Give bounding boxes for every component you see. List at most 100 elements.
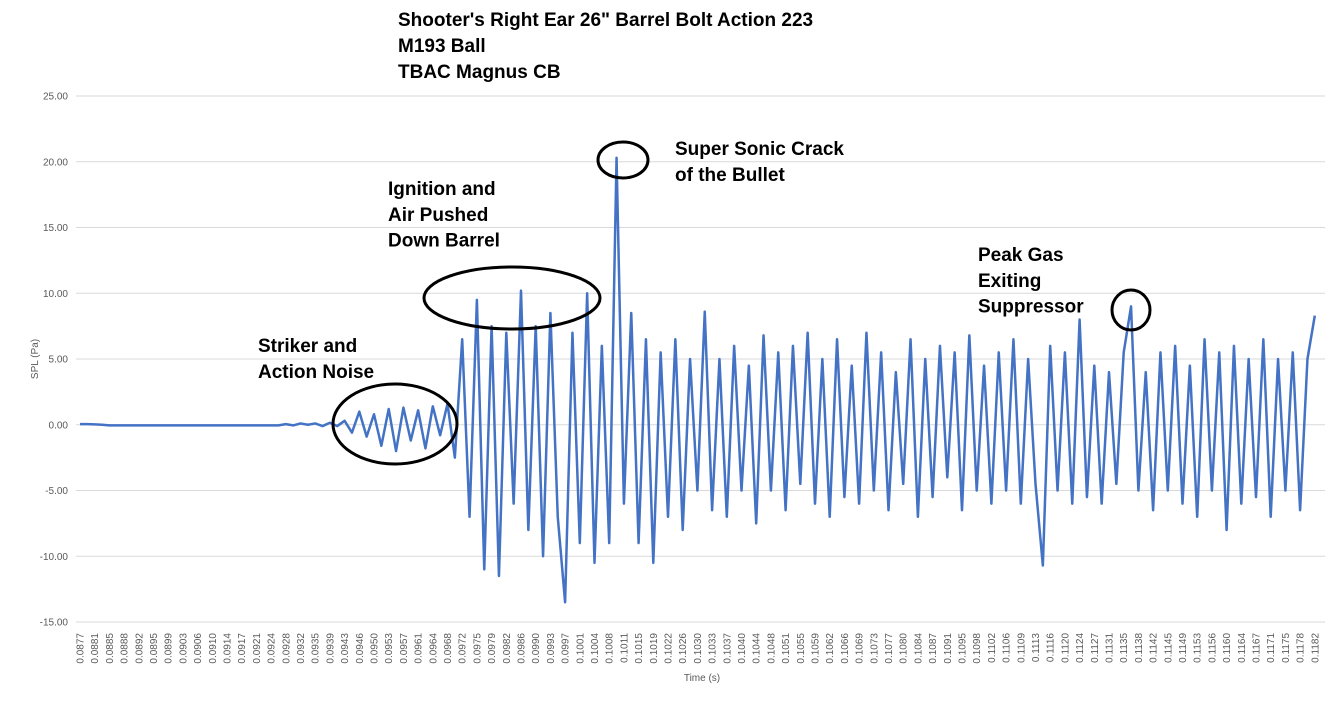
x-tick-label: 0.1030 [693,633,704,664]
x-tick-label: 0.1142 [1149,633,1160,663]
x-tick-label: 0.1019 [649,633,660,664]
annotation: Striker and [258,336,357,357]
x-tick-label: 0.1022 [664,633,675,664]
x-tick-label: 0.1106 [1002,633,1013,663]
x-tick-label: 0.0986 [517,633,528,664]
x-tick-label: 0.1167 [1252,633,1263,663]
x-tick-label: 0.0943 [340,633,351,664]
highlight-circles [331,140,1152,466]
x-tick-label: 0.1116 [1046,633,1057,663]
y-tick-label: -5.00 [45,486,68,497]
x-tick-label: 0.1066 [840,633,851,664]
x-tick-label: 0.0910 [208,633,219,664]
x-tick-label: 0.1145 [1163,633,1174,663]
x-tick-label: 0.1109 [1016,633,1027,663]
x-tick-label: 0.0939 [325,633,336,664]
annotation: Ignition and [388,179,496,200]
annotation: Peak Gas [978,245,1064,266]
x-tick-label: 0.0982 [502,633,513,664]
x-tick-label: 0.1131 [1105,633,1116,663]
x-tick-label: 0.1149 [1178,633,1189,663]
x-tick-label: 0.1124 [1075,633,1086,663]
x-tick-label: 0.0895 [149,633,160,664]
plot [80,156,1317,604]
x-tick-label: 0.1077 [884,633,895,664]
x-tick-label: 0.1008 [605,633,616,664]
x-tick-label: 0.1160 [1222,633,1233,663]
x-tick-label: 0.1171 [1266,633,1277,663]
x-tick-label: 0.0961 [414,633,425,664]
chart-title: Shooter's Right Ear 26" Barrel Bolt Acti… [398,10,813,31]
x-tick-label: 0.1011 [619,633,630,663]
y-tick-label: 20.00 [43,157,68,168]
x-tick-label: 0.0997 [561,633,572,664]
y-tick-label: -10.00 [40,552,69,563]
x-tick-label: 0.1153 [1193,633,1204,663]
y-tick-label: 5.00 [49,355,69,366]
x-axis-label: Time (s) [684,673,720,684]
x-tick-label: 0.1113 [1031,633,1042,663]
annotation: Exiting [978,271,1041,292]
x-tick-label: 0.1102 [987,633,998,663]
x-tick-label: 0.0906 [193,633,204,664]
x-tick-label: 0.1178 [1296,633,1307,663]
x-tick-label: 0.1127 [1090,633,1101,663]
x-tick-label: 0.1062 [825,633,836,664]
x-tick-label: 0.0993 [546,633,557,664]
x-tick-label: 0.0972 [458,633,469,664]
x-tick-label: 0.1015 [634,633,645,664]
x-tick-label: 0.1073 [869,633,880,664]
x-tick-label: 0.1091 [943,633,954,664]
x-tick-label: 0.0914 [223,633,234,664]
y-tick-label: 10.00 [43,289,68,300]
x-tick-label: 0.1055 [796,633,807,664]
annotation: Suppressor [978,297,1084,318]
y-tick-label: -15.00 [40,618,69,629]
ellipse [1110,288,1152,332]
y-tick-label: 15.00 [43,223,68,234]
x-tick-label: 0.1135 [1119,633,1130,663]
annotation: Action Noise [258,362,374,383]
x-tick-label: 0.0946 [355,633,366,664]
x-tick-label: 0.0953 [384,633,395,664]
x-tick-label: 0.0892 [134,633,145,664]
data-line [80,156,1317,604]
x-tick-label: 0.1044 [752,633,763,664]
x-tick-label: 0.0928 [281,633,292,664]
x-tick-label: 0.0957 [399,633,410,664]
x-tick-label: 0.1033 [708,633,719,664]
x-tick-label: 0.1004 [590,633,601,664]
x-tick-label: 0.0888 [120,633,131,664]
x-tick-label: 0.1175 [1281,633,1292,663]
x-tick-label: 0.0921 [252,633,263,664]
annotation: of the Bullet [675,165,785,186]
ellipse [422,265,602,331]
x-tick-label: 0.1087 [928,633,939,664]
x-tick-label: 0.0964 [428,633,439,664]
x-tick-label: 0.0885 [105,633,116,664]
x-tick-label: 0.1080 [899,633,910,664]
x-tick-label: 0.1120 [1060,633,1071,663]
x-tick-label: 0.0935 [311,633,322,664]
x-tick-label: 0.0917 [237,633,248,664]
y-tick-label: 0.00 [49,420,69,431]
ellipse [331,382,459,466]
y-axis-label: SPL (Pa) [30,339,41,379]
x-tick-label: 0.1026 [678,633,689,664]
x-tick-label: 0.1084 [913,633,924,664]
x-tick-label: 0.1048 [766,633,777,664]
x-tick-label: 0.1098 [972,633,983,664]
x-tick-label: 0.1156 [1207,633,1218,663]
x-tick-label: 0.0881 [90,633,101,664]
annotation: Super Sonic Crack [675,139,844,160]
x-tick-label: 0.1069 [855,633,866,664]
chart-title: TBAC Magnus CB [398,62,561,83]
x-tick-label: 0.0903 [178,633,189,664]
x-tick-label: 0.1095 [958,633,969,664]
x-tick-label: 0.1051 [781,633,792,664]
x-tick-label: 0.0950 [370,633,381,664]
x-tick-label: 0.0979 [487,633,498,664]
x-tick-label: 0.0990 [531,633,542,664]
